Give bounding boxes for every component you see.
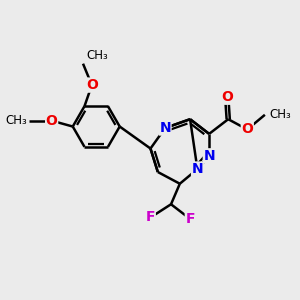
Text: O: O: [46, 114, 58, 128]
Text: O: O: [86, 78, 98, 92]
Text: N: N: [192, 162, 203, 176]
Text: O: O: [221, 90, 233, 104]
Text: N: N: [203, 149, 215, 163]
Text: O: O: [241, 122, 253, 136]
Text: CH₃: CH₃: [269, 108, 291, 121]
Text: CH₃: CH₃: [86, 49, 108, 62]
Text: N: N: [159, 121, 171, 135]
Text: F: F: [185, 212, 195, 226]
Text: CH₃: CH₃: [5, 114, 27, 127]
Text: F: F: [146, 211, 155, 224]
